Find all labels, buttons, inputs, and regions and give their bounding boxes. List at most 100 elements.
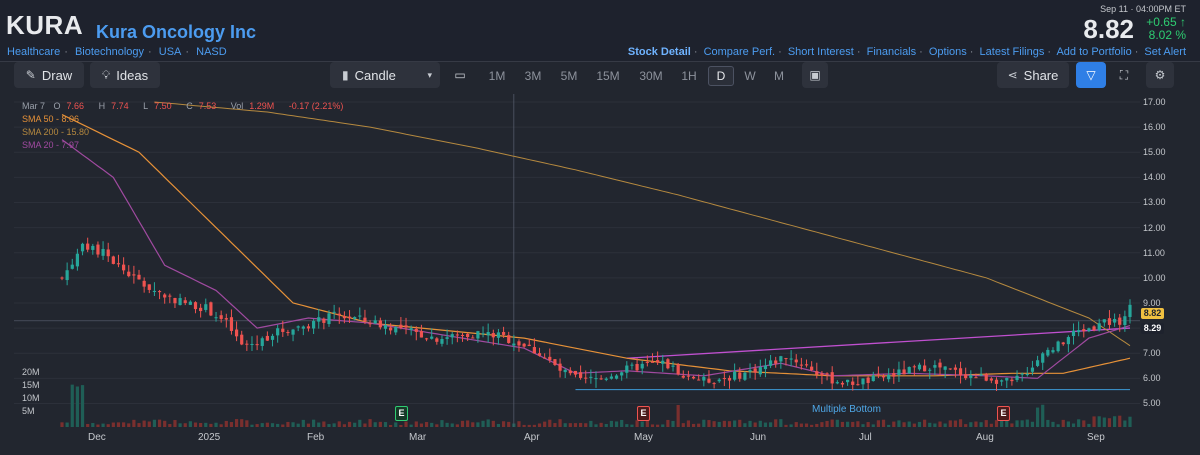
candle-body xyxy=(281,328,285,332)
volume-bar xyxy=(527,424,531,427)
timeframe-1h[interactable]: 1H xyxy=(681,69,697,83)
volume-bar xyxy=(1035,407,1040,427)
volume-bar xyxy=(229,422,234,427)
chart-type-select[interactable]: ▮ Candle ▾ xyxy=(330,62,440,88)
volume-bar xyxy=(835,419,839,427)
timeframe-monthly[interactable]: M xyxy=(774,69,784,83)
volume-bar xyxy=(455,424,459,427)
timeframe-5m[interactable]: 5M xyxy=(560,69,578,83)
candle-body xyxy=(378,320,382,328)
earnings-marker-may[interactable]: E xyxy=(637,406,650,421)
candle-body xyxy=(106,249,110,257)
candle-body xyxy=(994,379,999,384)
x-label-dec: Dec xyxy=(88,432,106,443)
candle-body xyxy=(820,373,824,376)
candle-body xyxy=(563,369,567,373)
candle-body xyxy=(265,335,269,341)
volume-bar xyxy=(1010,423,1014,427)
timeframe-3m[interactable]: 3M xyxy=(524,69,542,83)
candle-body xyxy=(86,243,90,250)
candle-body xyxy=(65,270,69,281)
share-button[interactable]: ⋖ Share xyxy=(997,62,1069,88)
sector-link-biotechnology[interactable]: Biotechnology xyxy=(74,46,145,58)
sector-link-country[interactable]: USA xyxy=(158,46,182,58)
nav-financials[interactable]: Financials xyxy=(866,46,917,58)
candle-body xyxy=(363,317,367,322)
timeframe-daily[interactable]: D xyxy=(708,66,734,86)
candle-body xyxy=(584,377,588,379)
y-tick-label: 17.00 xyxy=(1143,97,1166,107)
volume-bar xyxy=(825,420,829,427)
candle-body xyxy=(317,317,321,322)
volume-bar xyxy=(573,423,578,427)
legend-sma50[interactable]: SMA 50 - 8.06 xyxy=(22,114,80,124)
timeframe-30m[interactable]: 30M xyxy=(639,69,663,83)
candle-body xyxy=(522,343,526,347)
volume-bar xyxy=(609,420,614,427)
nav-options[interactable]: Options xyxy=(928,46,967,58)
candle-body xyxy=(132,274,136,276)
earnings-marker-aug[interactable]: E xyxy=(997,406,1010,421)
candle-body xyxy=(178,298,182,306)
legend-sma20[interactable]: SMA 20 - 7.97 xyxy=(22,140,80,150)
candle-body xyxy=(594,378,598,380)
candle-body xyxy=(142,280,146,287)
volume-bar xyxy=(928,422,932,427)
volume-bar xyxy=(70,384,74,427)
timeframe-1m[interactable]: 1M xyxy=(488,69,506,83)
candle-body xyxy=(1102,319,1106,323)
sector-link-exchange[interactable]: NASD xyxy=(196,46,227,58)
price-chart[interactable] xyxy=(14,94,1140,427)
chart-settings-button[interactable]: ⚙ xyxy=(1146,62,1174,88)
volume-bar xyxy=(578,422,583,427)
settings-panel-button[interactable]: ▣ xyxy=(802,62,828,88)
timeframe-weekly[interactable]: W xyxy=(744,69,756,83)
volume-bar xyxy=(476,422,480,427)
candle-body xyxy=(75,253,80,267)
volume-bars xyxy=(60,384,1132,427)
volume-bar xyxy=(656,424,660,427)
nav-compare-perf[interactable]: Compare Perf. xyxy=(703,46,776,58)
earnings-marker-feb[interactable]: E xyxy=(395,406,408,421)
timeframe-15m[interactable]: 15M xyxy=(596,69,620,83)
custom-range-button[interactable]: ▭ xyxy=(448,62,472,88)
candle-body xyxy=(96,244,100,255)
candle-body xyxy=(943,366,947,370)
x-label-2025: 2025 xyxy=(198,432,221,443)
nav-latest-filings[interactable]: Latest Filings xyxy=(979,46,1045,58)
nav-short-interest[interactable]: Short Interest xyxy=(787,46,854,58)
candle-body xyxy=(234,329,239,337)
crosshair-price-tag: 8.29 xyxy=(1141,323,1164,334)
volume-bar xyxy=(471,422,475,427)
candle-body xyxy=(173,297,177,304)
candle-body xyxy=(917,364,922,370)
volume-bar xyxy=(265,422,269,427)
candle-body xyxy=(712,383,716,385)
candle-body xyxy=(389,327,393,331)
legend-sma200[interactable]: SMA 200 - 15.80 xyxy=(22,127,90,137)
volume-bar xyxy=(969,422,973,427)
candle-body xyxy=(964,374,968,379)
volume-bar xyxy=(270,423,275,427)
candle-body xyxy=(157,291,162,293)
change-value: +0.65 xyxy=(1146,15,1177,29)
toggle-drawings-button[interactable]: ▽ xyxy=(1076,62,1106,88)
candle-body xyxy=(804,364,809,366)
candle-body xyxy=(358,315,362,317)
draw-button[interactable]: ✎ Draw xyxy=(14,62,84,88)
candle-body xyxy=(455,334,459,336)
nav-add-to-portfolio[interactable]: Add to Portfolio xyxy=(1056,46,1132,58)
candle-body xyxy=(958,368,963,376)
sector-link-healthcare[interactable]: Healthcare xyxy=(7,46,61,58)
company-name-link[interactable]: Kura Oncology Inc xyxy=(96,22,257,42)
ideas-button[interactable]: 💡︎ Ideas xyxy=(90,62,160,88)
volume-bar xyxy=(1123,420,1127,427)
fullscreen-button[interactable]: ⛶ xyxy=(1111,62,1137,88)
candle-body xyxy=(614,375,619,379)
nav-stock-detail[interactable]: Stock Detail xyxy=(627,46,691,58)
volume-bar xyxy=(157,419,162,427)
nav-set-alert[interactable]: Set Alert xyxy=(1144,46,1186,58)
volume-bar xyxy=(255,424,259,427)
volume-bar xyxy=(1128,416,1132,427)
price-change: +0.65 ↑ 8.02 % xyxy=(1146,16,1186,42)
